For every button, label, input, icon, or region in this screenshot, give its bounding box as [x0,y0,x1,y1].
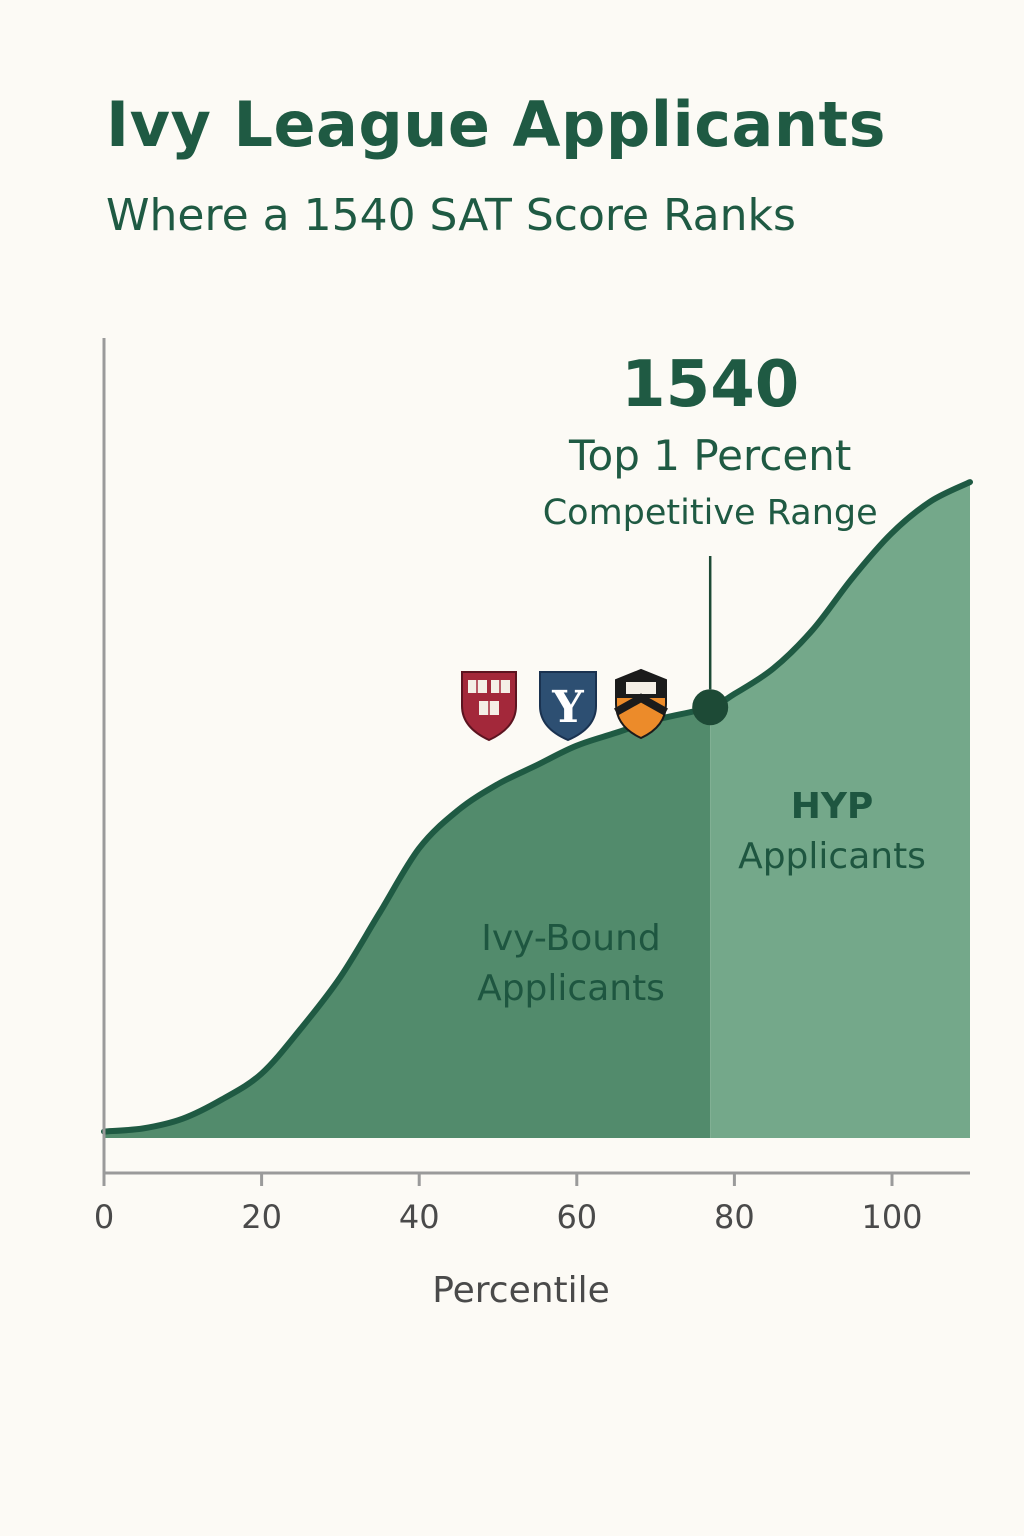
region-label-line1: HYP [791,786,874,827]
chart-title: Ivy League Applicants [106,88,887,161]
x-tick-label: 100 [861,1198,922,1236]
region-labels: Ivy-Bound Applicants HYP Applicants [477,786,926,1009]
yale-shield-icon: Y [539,671,597,742]
x-tick-label: 0 [94,1198,114,1236]
marker-point [692,689,729,726]
princeton-shield-icon [614,668,668,740]
marker-annotation-line1: Top 1 Percent [568,431,851,480]
region-label-line2: Applicants [477,968,665,1009]
x-tick-label: 80 [714,1198,755,1236]
marker-value-label: 1540 [621,348,799,422]
x-tick-label: 20 [241,1198,282,1236]
region-label-line2: Applicants [738,836,926,877]
region-area-1 [710,482,970,1138]
harvard-shield-icon [461,671,517,742]
x-tick-label: 60 [556,1198,597,1236]
area-fills [104,482,970,1138]
x-axis-ticks: 0 20 40 60 80 100 [94,1173,923,1236]
svg-text:Y: Y [551,682,584,733]
region-area-0 [104,707,711,1138]
x-tick-label: 40 [399,1198,440,1236]
marker-annotation-line2: Competitive Range [543,493,878,533]
x-axis-label: Percentile [432,1270,610,1311]
distribution-curve [101,479,973,1135]
region-label-line1: Ivy-Bound [481,918,661,959]
chart-subtitle: Where a 1540 SAT Score Ranks [106,190,796,241]
